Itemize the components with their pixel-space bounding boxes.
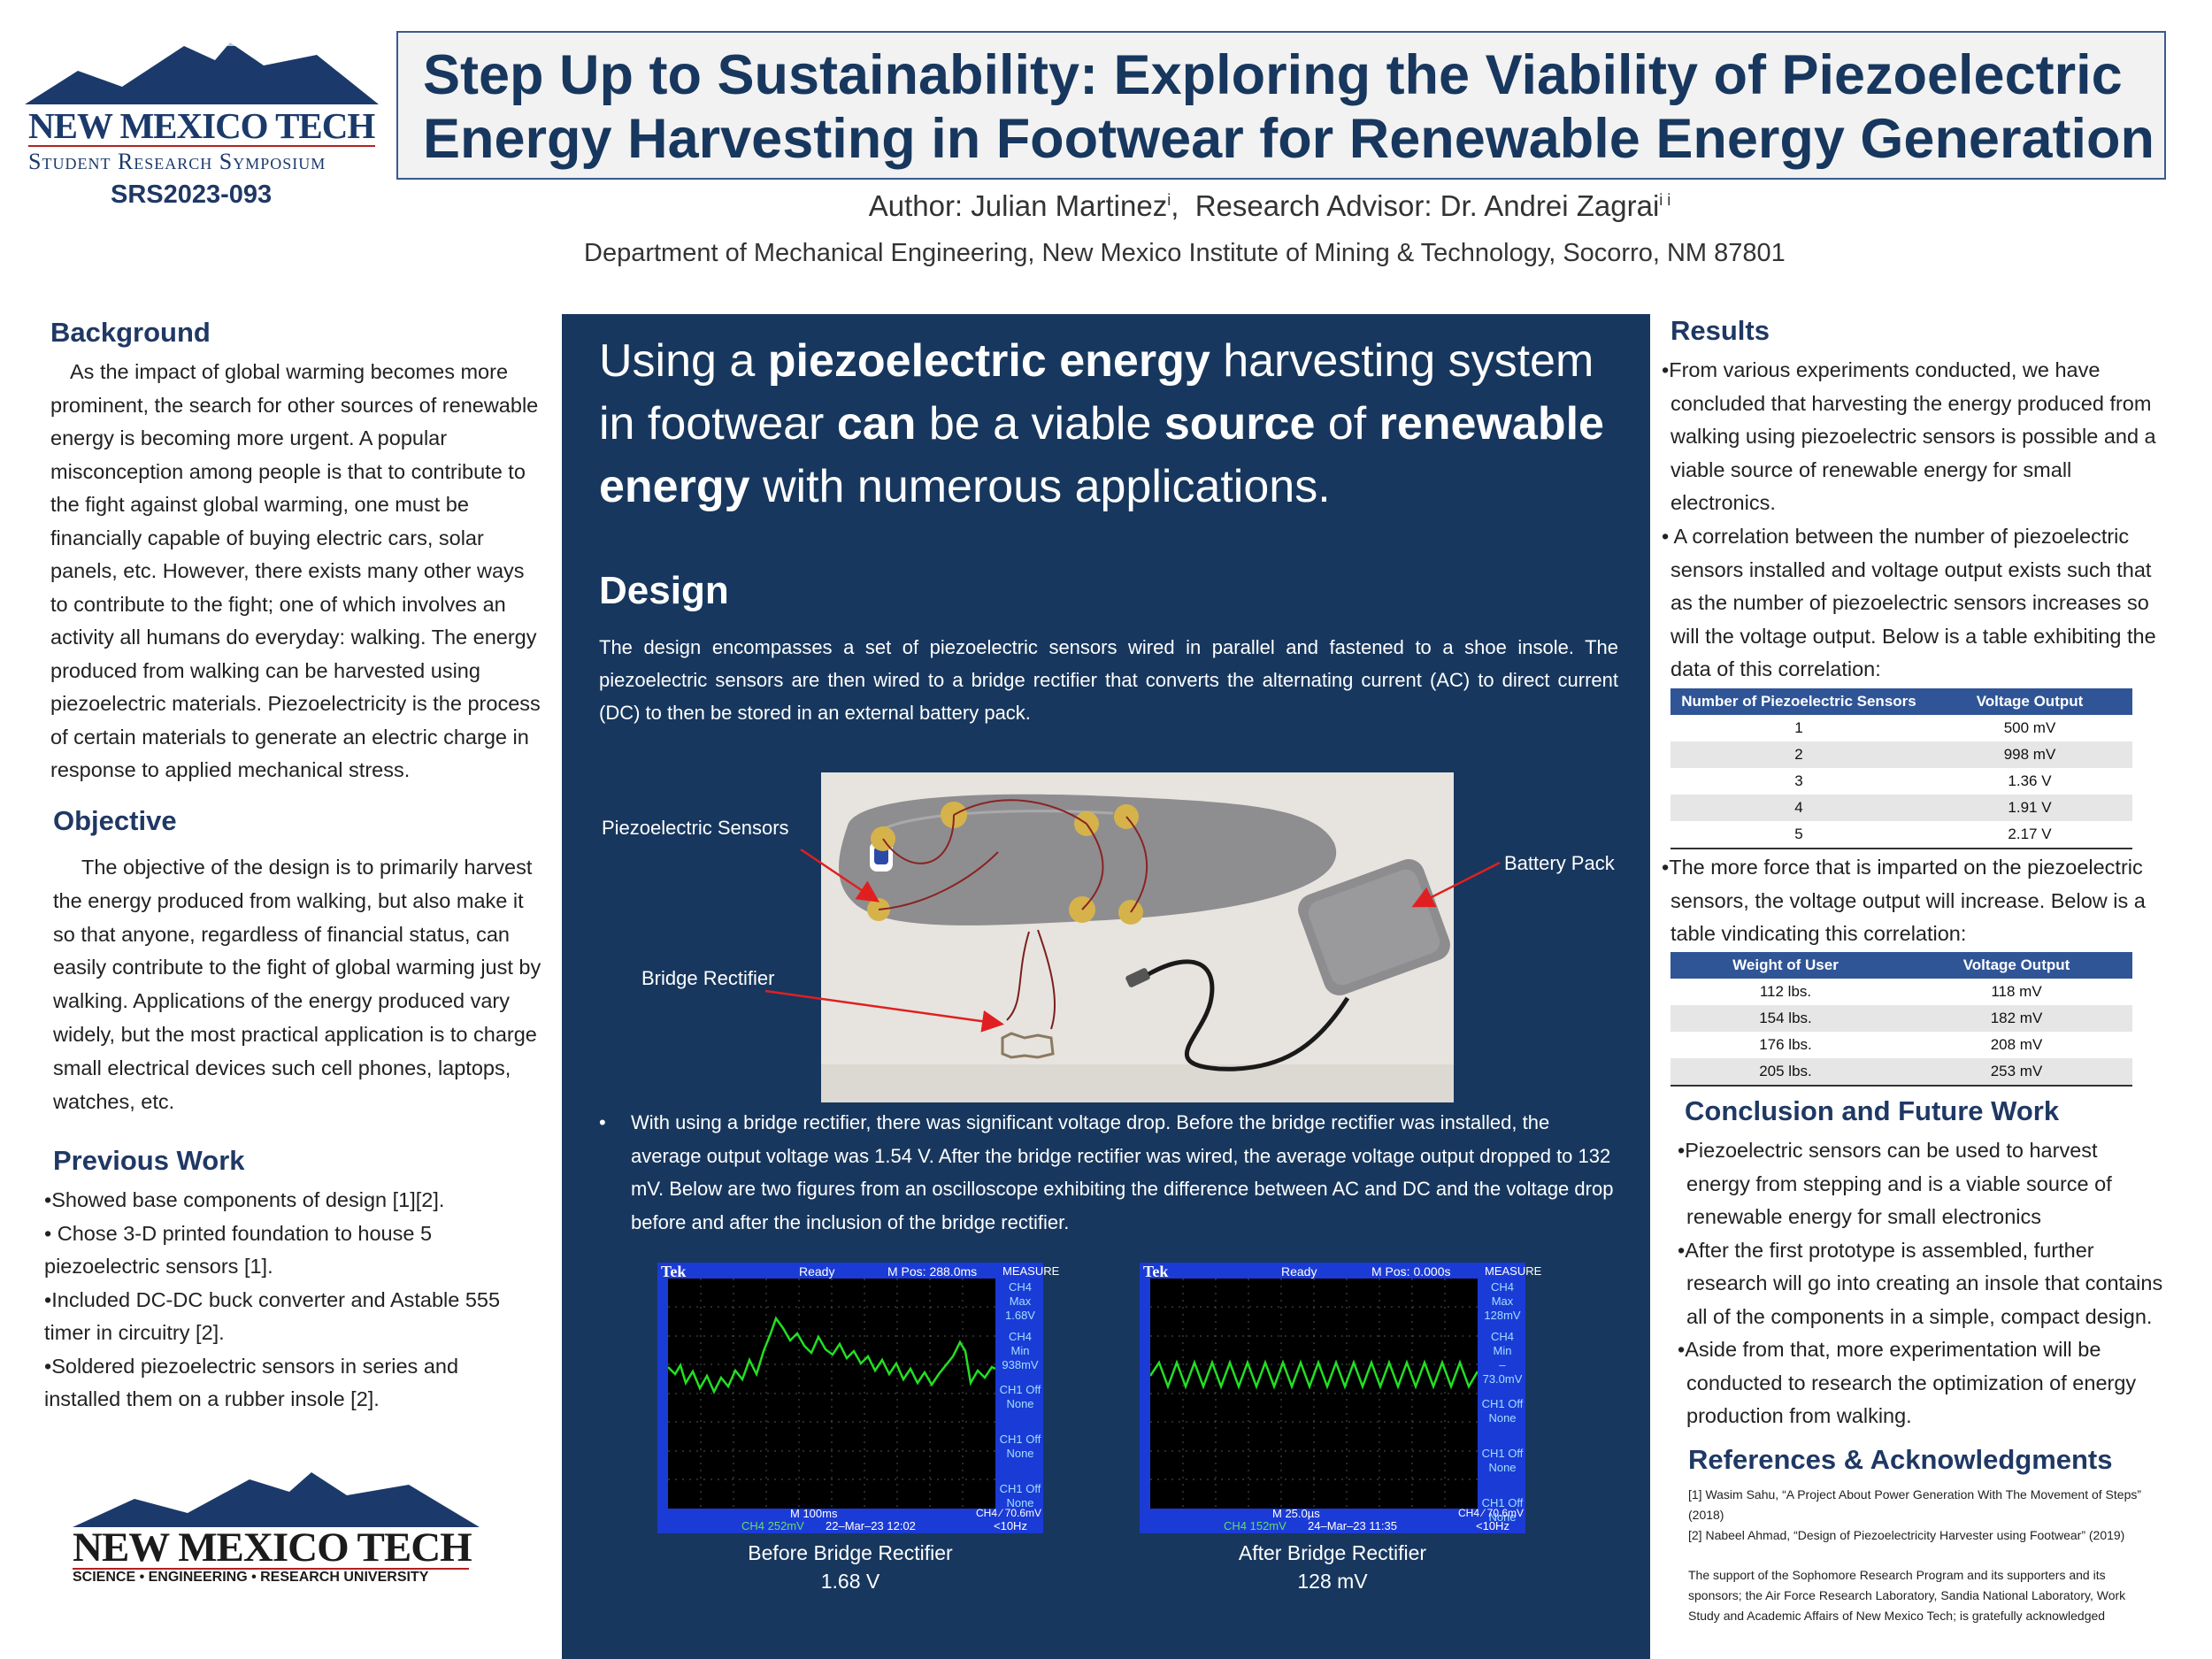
table-row: 3 1.36 V (1794, 772, 2052, 789)
author-line: Author: Julian Martinezi, Research Advis… (868, 189, 1671, 222)
references-heading: References & Acknowledgments (1688, 1444, 2113, 1475)
objective-text: The objective of the design is to primar… (53, 856, 541, 1113)
design-text: The design encompasses a set of piezoele… (599, 636, 1618, 724)
design-bullet: • With using a bridge rectifier, there w… (599, 1111, 1614, 1233)
table-header-row: Number of Piezoelectric Sensors Voltage … (1671, 688, 2132, 715)
oscilloscope-after: Tek Ready M Pos: 0.000s MEASURE CH4 Max 12… (1140, 1263, 1541, 1533)
university-logo: NEW MEXICO TECH SCIENCE • ENGINEERING • … (73, 1469, 480, 1585)
design-heading: Design (599, 569, 729, 612)
scope-panel: CH4 Max 1.68V CH4 Min 938mV CH1 Off None CH1 … (999, 1280, 1041, 1509)
poster-id: SRS2023-093 (111, 180, 273, 209)
scope-status: Ready (1281, 1264, 1317, 1279)
acknowledgment: The support of the Sophomore Research Pr… (1688, 1568, 2126, 1623)
design-photo (821, 772, 1454, 1102)
headline: Using a piezoelectric energy harvesting … (599, 335, 1604, 512)
scope-panel: CH4 Max 128mV CH4 Min –73.0mV CH1 Off None CH… (1481, 1280, 1524, 1524)
previous-work-item: •Included DC-DC buck converter and Astab… (44, 1287, 501, 1345)
table-row: 176 lbs. 208 mV (1759, 1036, 2043, 1053)
results-p2: • A correlation between the number of pi… (1662, 525, 2156, 680)
table-header-row: Weight of User Voltage Output (1671, 952, 2132, 979)
previous-work-list: •Showed base components of design [1][2]… (44, 1184, 526, 1417)
table-row: 4 1.91 V (1671, 795, 2132, 821)
table-row: 2 998 mV (1671, 741, 2132, 768)
table-row: 154 lbs. 182 mV (1671, 1005, 2132, 1032)
results-p1: •From various experiments conducted, we … (1662, 358, 2156, 514)
conclusion-item: •Piezoelectric sensors can be used to ha… (1678, 1139, 2112, 1228)
author-name: Author: Julian Martinez (868, 189, 1168, 222)
mountain-icon (73, 1472, 480, 1527)
label-rectifier: Bridge Rectifier (641, 967, 775, 989)
label-sensors: Piezoelectric Sensors (602, 817, 789, 839)
caption-after: After Bridge Rectifier 128 mV (1238, 1541, 1427, 1593)
table-row: 5 2.17 V (1671, 821, 2132, 849)
author-sup: i (1167, 191, 1171, 209)
scope-brand: Tek (661, 1263, 687, 1280)
table-row: 205 lbs. 253 mV (1671, 1058, 2132, 1087)
objective-heading: Objective (53, 805, 177, 836)
reference-item: [1] Wasim Sahu, “A Project About Power G… (1688, 1487, 2142, 1522)
scope-grid (1150, 1279, 1478, 1509)
title-line-2: Energy Harvesting in Footwear for Renewa… (423, 108, 2154, 170)
weight-voltage-table: Weight of User Voltage Output 112 lbs. 11… (1671, 952, 2132, 1087)
caption-before: Before Bridge Rectifier 1.68 V (748, 1541, 953, 1593)
affiliation: Department of Mechanical Engineering, Ne… (584, 239, 1786, 267)
scope-mpos: M Pos: 0.000s (1371, 1264, 1451, 1279)
conclusion-heading: Conclusion and Future Work (1685, 1095, 2060, 1126)
previous-work-item: • Chose 3-D printed foundation to house … (44, 1221, 433, 1279)
logo-name-bottom: NEW MEXICO TECH (73, 1525, 472, 1571)
title-box: Step Up to Sustainability: Exploring the… (396, 31, 2166, 180)
scope-mpos: M Pos: 288.0ms (887, 1264, 978, 1279)
symposium-logo: NEW MEXICO TECH Student Research Symposi… (25, 35, 379, 177)
results-heading: Results (1671, 315, 1770, 346)
previous-work-heading: Previous Work (53, 1145, 245, 1176)
label-battery: Battery Pack (1504, 852, 1615, 874)
results-p3: •The more force that is imparted on the … (1662, 856, 2146, 945)
conclusion-item: •Aside from that, more experimentation w… (1678, 1338, 2137, 1427)
advisor-sup: i i (1659, 191, 1671, 209)
previous-work-item: •Soldered piezoelectric sensors in serie… (44, 1354, 459, 1411)
oscilloscope-before: Tek Ready M Pos: 288.0ms MEASURE CH4 Max 1… (657, 1263, 1059, 1533)
table-row: 112 lbs. 118 mV (1759, 983, 2042, 1000)
scope-grid (668, 1279, 995, 1509)
advisor-name: Research Advisor: Dr. Andrei Zagrai (1194, 189, 1660, 222)
sensor-voltage-table: Number of Piezoelectric Sensors Voltage … (1671, 688, 2132, 849)
background-heading: Background (50, 317, 211, 348)
scope-measure: MEASURE (1485, 1264, 1542, 1278)
logo-subtitle: Student Research Symposium (28, 149, 326, 174)
title-line-1: Step Up to Sustainability: Exploring the… (423, 44, 2123, 106)
logo-tagline: SCIENCE • ENGINEERING • RESEARCH UNIVERS… (73, 1570, 429, 1585)
scope-measure: MEASURE (1002, 1264, 1060, 1278)
previous-work-item: •Showed base components of design [1][2]… (44, 1188, 445, 1211)
scope-brand: Tek (1143, 1263, 1169, 1280)
background-text: As the impact of global warming becomes … (50, 360, 541, 781)
logo-name: NEW MEXICO TECH (28, 105, 375, 146)
center-panel: Using a piezoelectric energy harvesting … (562, 314, 1650, 1659)
references-list: [1] Wasim Sahu, “A Project About Power G… (1688, 1485, 2148, 1626)
conclusion-list: •Piezoelectric sensors can be used to ha… (1678, 1134, 2164, 1433)
reference-item: [2] Nabeel Ahmad, “Design of Piezoelectr… (1688, 1528, 2125, 1542)
scope-status: Ready (799, 1264, 835, 1279)
conclusion-item: •After the first prototype is assembled,… (1678, 1238, 2163, 1328)
mountain-icon (25, 39, 379, 104)
table-row: 1 500 mV (1794, 719, 2056, 736)
